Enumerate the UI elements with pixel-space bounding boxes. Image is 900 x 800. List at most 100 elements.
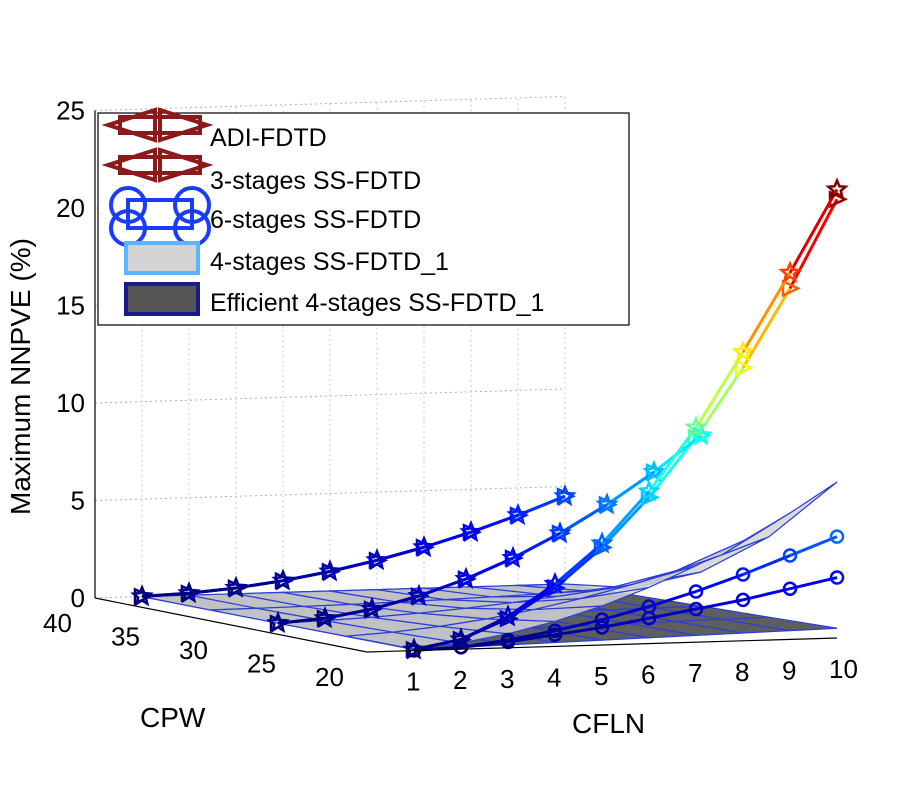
legend-entry-3-stages: 3-stages SS-FDTD	[101, 147, 421, 195]
z-tick-label: 5	[71, 486, 85, 516]
cpw-tick-label: 30	[179, 635, 208, 665]
series-segment	[741, 272, 792, 353]
cpw-tick-label: 25	[247, 649, 276, 679]
series-segment	[695, 573, 744, 593]
data-point-triangle	[734, 358, 754, 377]
data-point-star	[412, 534, 436, 558]
data-point-star	[543, 571, 567, 594]
z-gridline	[94, 96, 566, 111]
series-segment	[507, 629, 556, 642]
series-segment	[742, 587, 791, 602]
data-point-circle	[688, 584, 704, 599]
data-point-circle	[688, 601, 704, 617]
data-point-star	[731, 339, 755, 363]
series-segment	[141, 591, 190, 598]
legend: ADI-FDTD 3-stages SS-FDTD 6-stages SS-FD…	[97, 107, 630, 326]
data-point-star	[402, 637, 426, 660]
data-point-star	[266, 610, 290, 634]
z-tick-label: 25	[56, 96, 85, 126]
legend-entry-4-stages: 4-stages SS-FDTD_1	[124, 241, 449, 276]
series-segment	[554, 618, 603, 633]
legend-label: ADI-FDTD	[210, 124, 327, 152]
dark-surface-patch	[721, 616, 838, 632]
data-point-star	[313, 605, 337, 629]
series-segment	[554, 625, 603, 637]
series-segment	[695, 598, 744, 611]
z-gridline	[94, 486, 566, 501]
light-surface-patch	[721, 481, 838, 556]
data-point-circle	[453, 640, 469, 655]
cpw-tick-label: 20	[315, 662, 344, 692]
legend-entry-adi: ADI-FDTD	[101, 107, 327, 152]
x-axis-label-cpw: CPW	[140, 702, 206, 733]
series-segment	[788, 188, 839, 274]
data-point-star	[407, 583, 431, 606]
cfln-tick-label: 4	[547, 662, 561, 692]
triangle-marker-icon	[101, 107, 214, 143]
cpw-axis-line	[94, 597, 368, 653]
data-point-star	[360, 596, 384, 620]
data-point-star	[548, 520, 572, 544]
data-point-circle	[594, 612, 610, 627]
data-point-triangle	[781, 279, 801, 298]
series-segment	[789, 535, 838, 557]
cfln-tick-label: 1	[406, 667, 420, 697]
cfln-tick-label: 7	[688, 658, 702, 688]
z-tick-label: 10	[56, 388, 85, 418]
y-axis-label-cfln: CFLN	[572, 708, 645, 739]
data-point-star	[496, 604, 520, 627]
data-point-circle	[735, 567, 751, 582]
data-point-star	[454, 566, 478, 589]
dark-surface-swatch-icon	[124, 282, 200, 316]
legend-label: 6-stages SS-FDTD	[210, 206, 421, 234]
data-point-star	[637, 479, 661, 502]
legend-label: 3-stages SS-FDTD	[210, 167, 421, 195]
data-point-star	[590, 531, 614, 554]
series-segment	[507, 633, 556, 644]
legend-entry-6-stages: 6-stages SS-FDTD	[109, 186, 421, 247]
series-segment	[512, 531, 561, 560]
tick-labels: 0 5 10 15 20 25 40 35 30 25 20 1 2 3 4 5 6 7 8 9 10	[43, 96, 858, 697]
series-segment	[648, 590, 697, 608]
data-point-star	[365, 548, 389, 571]
cpw-tick-label: 40	[43, 608, 72, 638]
cfln-tick-label: 9	[782, 655, 796, 685]
data-point-circle	[782, 581, 798, 596]
data-point-star	[778, 260, 802, 283]
light-surface-swatch-icon	[124, 241, 200, 275]
data-point-star	[177, 580, 201, 604]
data-point-star	[684, 415, 708, 438]
cfln-tick-label: 10	[829, 654, 858, 684]
z-axis-label: Maximum NNPVE (%)	[5, 238, 36, 515]
data-point-circle	[829, 570, 845, 585]
data-point-star	[595, 492, 619, 515]
data-point-star	[271, 568, 295, 591]
cpw-tick-label: 35	[111, 622, 140, 652]
series-segment	[559, 503, 608, 535]
cfln-tick-label: 5	[594, 661, 608, 691]
cfln-tick-label: 2	[453, 665, 467, 695]
series-segment	[460, 638, 509, 649]
series-segment	[789, 576, 838, 591]
series-segment	[694, 351, 745, 429]
data-point-circle	[500, 632, 516, 648]
data-point-star	[501, 545, 525, 569]
data-point-star	[318, 559, 342, 582]
series-segment	[648, 607, 697, 620]
legend-label: Efficient 4-stages SS-FDTD_1	[210, 289, 544, 317]
series-segment	[507, 582, 556, 618]
data-point-circle	[547, 623, 563, 639]
data-point-circle	[782, 548, 798, 563]
data-point-circle	[641, 599, 657, 614]
series-segment	[647, 436, 698, 499]
cfln-tick-label: 8	[735, 657, 749, 687]
data-point-circle	[829, 529, 845, 544]
series-segment	[601, 605, 650, 622]
star-marker-icon	[101, 147, 214, 183]
cfln-axis-line	[366, 637, 838, 653]
series-segment	[554, 542, 603, 586]
legend-label: 4-stages SS-FDTD_1	[210, 248, 449, 276]
data-point-star	[553, 483, 577, 507]
series-segment	[647, 426, 698, 493]
